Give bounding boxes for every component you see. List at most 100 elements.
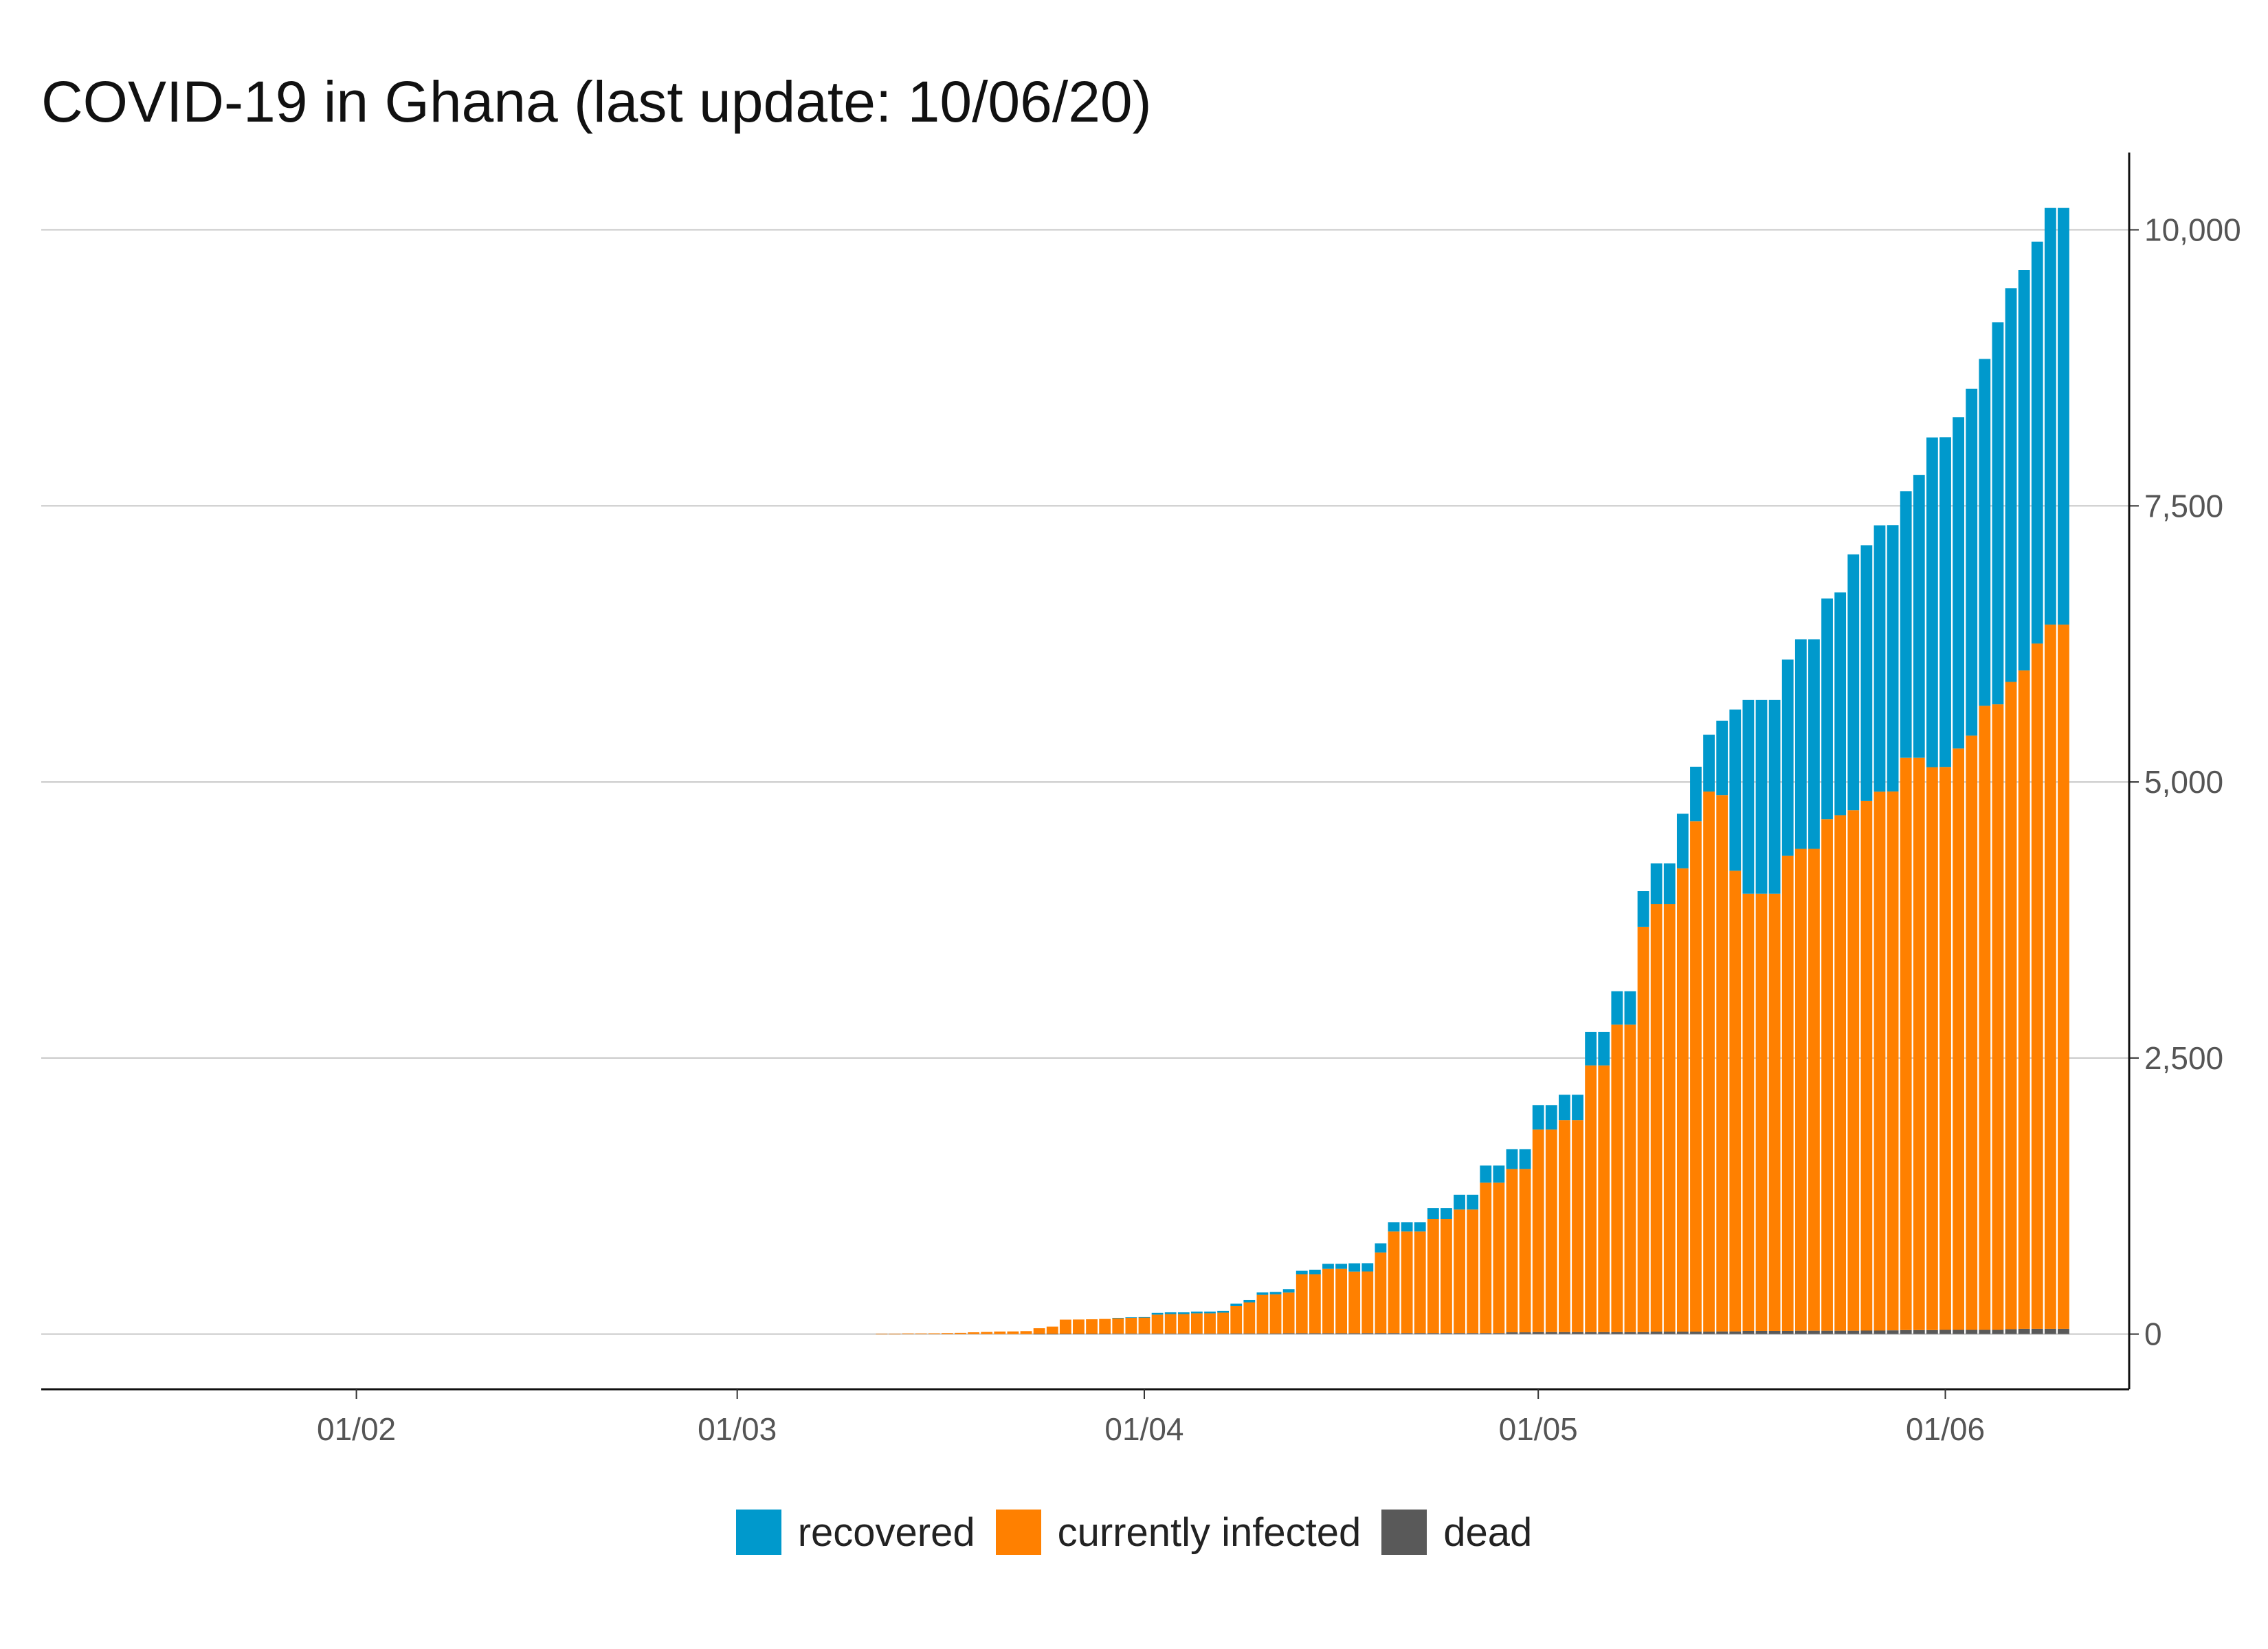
bar-currently-infected xyxy=(1860,800,1873,1331)
bar-currently-infected xyxy=(1177,1314,1190,1334)
bar-currently-infected xyxy=(1690,821,1702,1332)
bar-currently-infected xyxy=(1125,1317,1137,1334)
bar-currently-infected xyxy=(1808,849,1820,1331)
bar-recovered xyxy=(1624,991,1636,1025)
bar-dead xyxy=(1545,1332,1557,1334)
legend-label: dead xyxy=(1443,1510,1533,1555)
bar-recovered xyxy=(1427,1208,1439,1220)
bar-dead xyxy=(2044,1328,2056,1334)
bar-currently-infected xyxy=(1755,893,1768,1331)
bar-dead xyxy=(1414,1333,1426,1334)
bar-dead xyxy=(1637,1332,1649,1334)
bar-currently-infected xyxy=(981,1332,993,1334)
bar-currently-infected xyxy=(1939,767,1951,1330)
bar-currently-infected xyxy=(1834,815,1847,1331)
bar-recovered xyxy=(1151,1312,1164,1315)
bar-recovered xyxy=(1506,1149,1518,1169)
bar-recovered xyxy=(1781,659,1794,856)
bar-recovered xyxy=(1979,359,1991,706)
bar-recovered xyxy=(1401,1222,1413,1232)
bar-currently-infected xyxy=(1545,1129,1557,1332)
bar-dead xyxy=(1585,1332,1597,1334)
bar-currently-infected xyxy=(1598,1065,1610,1332)
bar-dead xyxy=(1572,1332,1583,1334)
bar-dead xyxy=(1808,1330,1820,1334)
x-tick-label: 01/06 xyxy=(1906,1411,1985,1447)
bar-currently-infected xyxy=(1966,735,1978,1330)
legend-item-dead: dead xyxy=(1381,1510,1532,1556)
y-tick-label: 2,500 xyxy=(2144,1040,2223,1076)
bar-recovered xyxy=(1703,734,1715,792)
bar-currently-infected xyxy=(1454,1209,1465,1334)
bar-dead xyxy=(1480,1333,1492,1334)
bar-currently-infected xyxy=(1151,1314,1164,1334)
bar-dead xyxy=(1729,1331,1742,1334)
bar-recovered xyxy=(1414,1222,1426,1232)
bar-dead xyxy=(1821,1330,1833,1334)
bar-dead xyxy=(1716,1331,1728,1334)
legend-label: recovered xyxy=(797,1510,975,1555)
bar-dead xyxy=(1427,1333,1439,1334)
bar-currently-infected xyxy=(1493,1182,1505,1334)
axes: 0 2,500 5,000 7,500 10,000 01/02 01/03 01/04 01/… xyxy=(41,153,2241,1447)
bar-currently-infected xyxy=(1335,1268,1347,1334)
bar-recovered xyxy=(1348,1263,1361,1272)
bar-currently-infected xyxy=(1427,1219,1439,1334)
bar-dead xyxy=(1913,1330,1925,1334)
bar-recovered xyxy=(1598,1031,1610,1066)
bar-dead xyxy=(1309,1333,1321,1334)
bar-currently-infected xyxy=(1269,1294,1282,1334)
bar-currently-infected xyxy=(1847,810,1860,1331)
bar-dead xyxy=(1650,1332,1663,1334)
bar-currently-infected xyxy=(1322,1268,1334,1334)
bar-dead xyxy=(1676,1332,1689,1334)
bar-currently-infected xyxy=(1637,926,1649,1332)
bar-currently-infected xyxy=(1900,757,1912,1330)
bar-dead xyxy=(2018,1328,2030,1334)
bar-recovered xyxy=(2018,270,2030,671)
bar-recovered xyxy=(1729,709,1742,871)
bar-recovered xyxy=(1230,1303,1243,1306)
bar-currently-infected xyxy=(1742,893,1755,1331)
bar-currently-infected xyxy=(1059,1319,1071,1334)
bar-recovered xyxy=(1650,863,1663,904)
bar-dead xyxy=(1598,1332,1610,1334)
bar-dead xyxy=(1506,1332,1518,1334)
bar-currently-infected xyxy=(1676,868,1689,1332)
bar-recovered xyxy=(1204,1311,1216,1314)
bar-currently-infected xyxy=(1086,1319,1098,1334)
bar-currently-infected xyxy=(1441,1219,1452,1334)
bar-currently-infected xyxy=(1309,1274,1321,1334)
bar-currently-infected xyxy=(1558,1120,1570,1332)
y-tick-label: 10,000 xyxy=(2144,212,2241,248)
bar-recovered xyxy=(1794,639,1807,849)
bar-recovered xyxy=(1585,1031,1597,1066)
bar-dead xyxy=(1847,1330,1860,1334)
bar-currently-infected xyxy=(1611,1024,1623,1332)
bar-currently-infected xyxy=(1729,871,1742,1332)
bar-recovered xyxy=(1808,639,1820,849)
bar-currently-infected xyxy=(2044,625,2056,1329)
bar-currently-infected xyxy=(994,1331,1006,1334)
bar-currently-infected xyxy=(1979,706,1991,1330)
bar-recovered xyxy=(1309,1269,1321,1275)
bar-dead xyxy=(1703,1332,1715,1334)
bar-dead xyxy=(1611,1332,1623,1334)
bar-currently-infected xyxy=(1650,904,1663,1332)
legend: recovered currently infected dead xyxy=(0,1508,2268,1556)
x-tick-label: 01/03 xyxy=(698,1411,777,1447)
y-tick-label: 0 xyxy=(2144,1316,2162,1352)
bar-dead xyxy=(1454,1333,1465,1334)
bar-currently-infected xyxy=(1703,792,1715,1332)
bars xyxy=(876,207,2069,1335)
bar-dead xyxy=(1860,1330,1873,1334)
gridlines xyxy=(41,229,2129,1335)
bar-currently-infected xyxy=(1506,1169,1518,1333)
bar-recovered xyxy=(1125,1317,1137,1319)
bar-currently-infected xyxy=(1913,757,1925,1330)
bar-dead xyxy=(1992,1330,2004,1334)
bar-dead xyxy=(1348,1333,1361,1334)
bar-currently-infected xyxy=(1401,1231,1413,1334)
legend-item-currently-infected: currently infected xyxy=(995,1510,1361,1556)
